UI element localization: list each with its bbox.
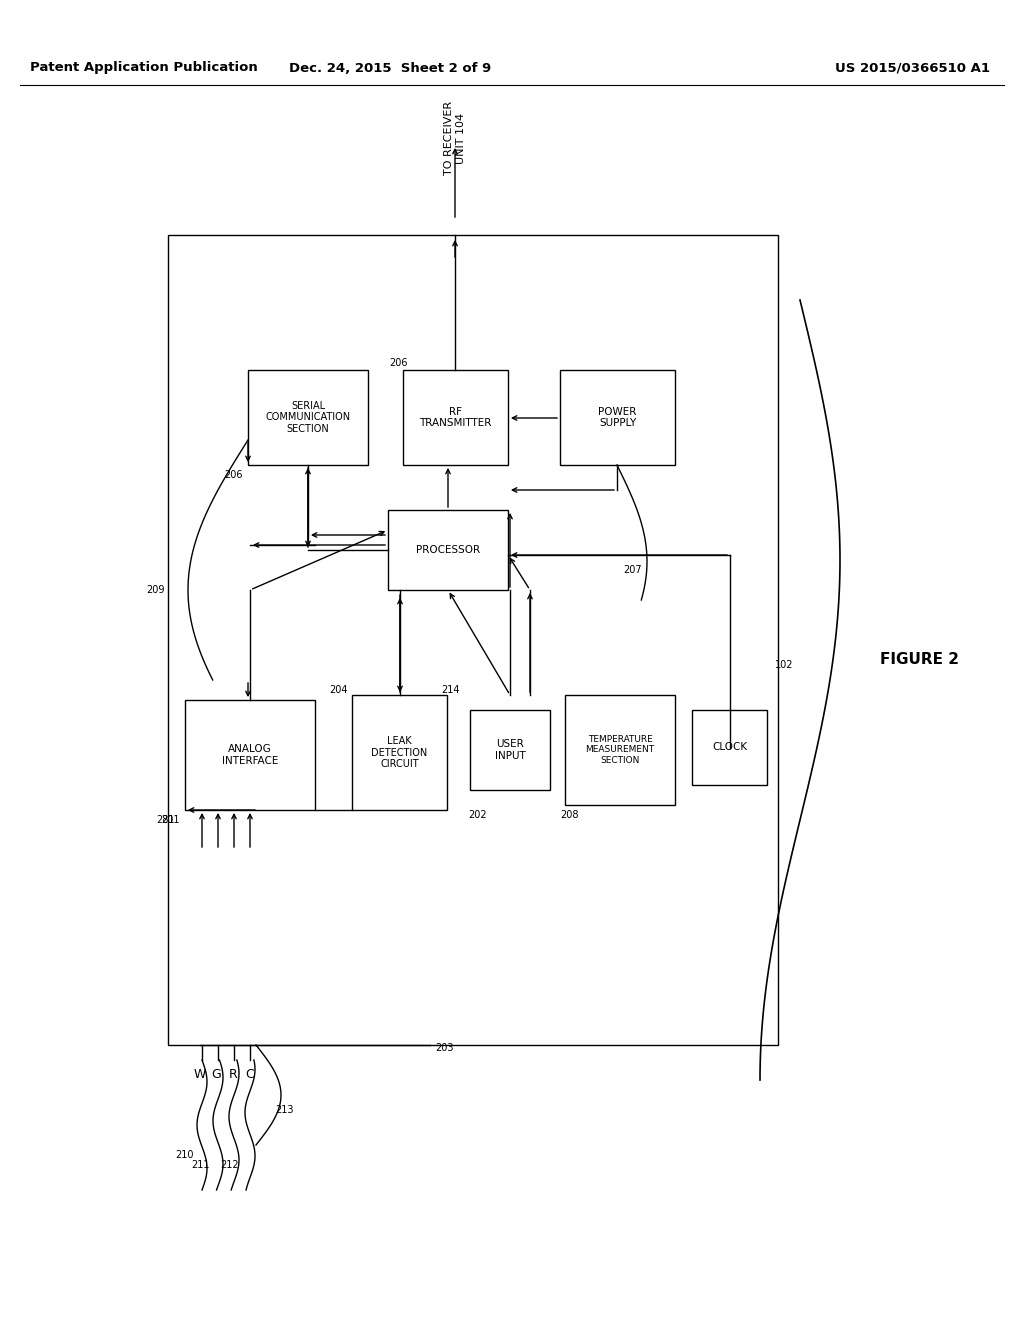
Text: ANALOG
INTERFACE: ANALOG INTERFACE xyxy=(222,744,279,766)
Text: 212: 212 xyxy=(221,1160,240,1170)
Text: 102: 102 xyxy=(775,660,794,671)
Bar xyxy=(565,696,675,805)
Text: W: W xyxy=(194,1068,206,1081)
Bar xyxy=(168,235,778,1045)
Text: TEMPERATURE
MEASUREMENT
SECTION: TEMPERATURE MEASUREMENT SECTION xyxy=(586,735,654,764)
Text: POWER
SUPPLY: POWER SUPPLY xyxy=(598,407,637,428)
Text: 202: 202 xyxy=(468,810,486,820)
Text: CLOCK: CLOCK xyxy=(712,742,748,752)
Bar xyxy=(692,710,767,785)
Text: RF
TRANSMITTER: RF TRANSMITTER xyxy=(419,407,492,428)
Text: FIGURE 2: FIGURE 2 xyxy=(881,652,959,668)
Text: 207: 207 xyxy=(623,565,642,576)
Bar xyxy=(185,700,315,810)
Text: 213: 213 xyxy=(275,1105,294,1115)
Bar xyxy=(248,370,368,465)
Bar xyxy=(470,710,550,789)
Text: 201: 201 xyxy=(162,814,180,825)
Text: LEAK
DETECTION
CIRCUIT: LEAK DETECTION CIRCUIT xyxy=(372,737,428,770)
Text: 206: 206 xyxy=(224,470,243,480)
Text: 281: 281 xyxy=(157,814,175,825)
Text: TO RECEIVER
UNIT 104: TO RECEIVER UNIT 104 xyxy=(444,100,466,176)
Text: Dec. 24, 2015  Sheet 2 of 9: Dec. 24, 2015 Sheet 2 of 9 xyxy=(289,62,492,74)
Text: USER
INPUT: USER INPUT xyxy=(495,739,525,760)
Text: 214: 214 xyxy=(440,685,459,696)
Text: SERIAL
COMMUNICATION
SECTION: SERIAL COMMUNICATION SECTION xyxy=(265,401,350,434)
Text: 203: 203 xyxy=(435,1043,454,1053)
Text: 204: 204 xyxy=(330,685,348,696)
Text: 209: 209 xyxy=(146,585,165,595)
Bar xyxy=(560,370,675,465)
Text: 208: 208 xyxy=(560,810,579,820)
Bar xyxy=(388,510,508,590)
Text: G: G xyxy=(211,1068,221,1081)
Text: Patent Application Publication: Patent Application Publication xyxy=(30,62,258,74)
Text: 206: 206 xyxy=(389,358,408,368)
Text: 210: 210 xyxy=(176,1150,195,1160)
Text: R: R xyxy=(228,1068,238,1081)
Bar xyxy=(352,696,447,810)
Bar xyxy=(403,370,508,465)
Text: PROCESSOR: PROCESSOR xyxy=(416,545,480,554)
Text: US 2015/0366510 A1: US 2015/0366510 A1 xyxy=(835,62,990,74)
Text: 211: 211 xyxy=(190,1160,209,1170)
Text: C: C xyxy=(246,1068,254,1081)
